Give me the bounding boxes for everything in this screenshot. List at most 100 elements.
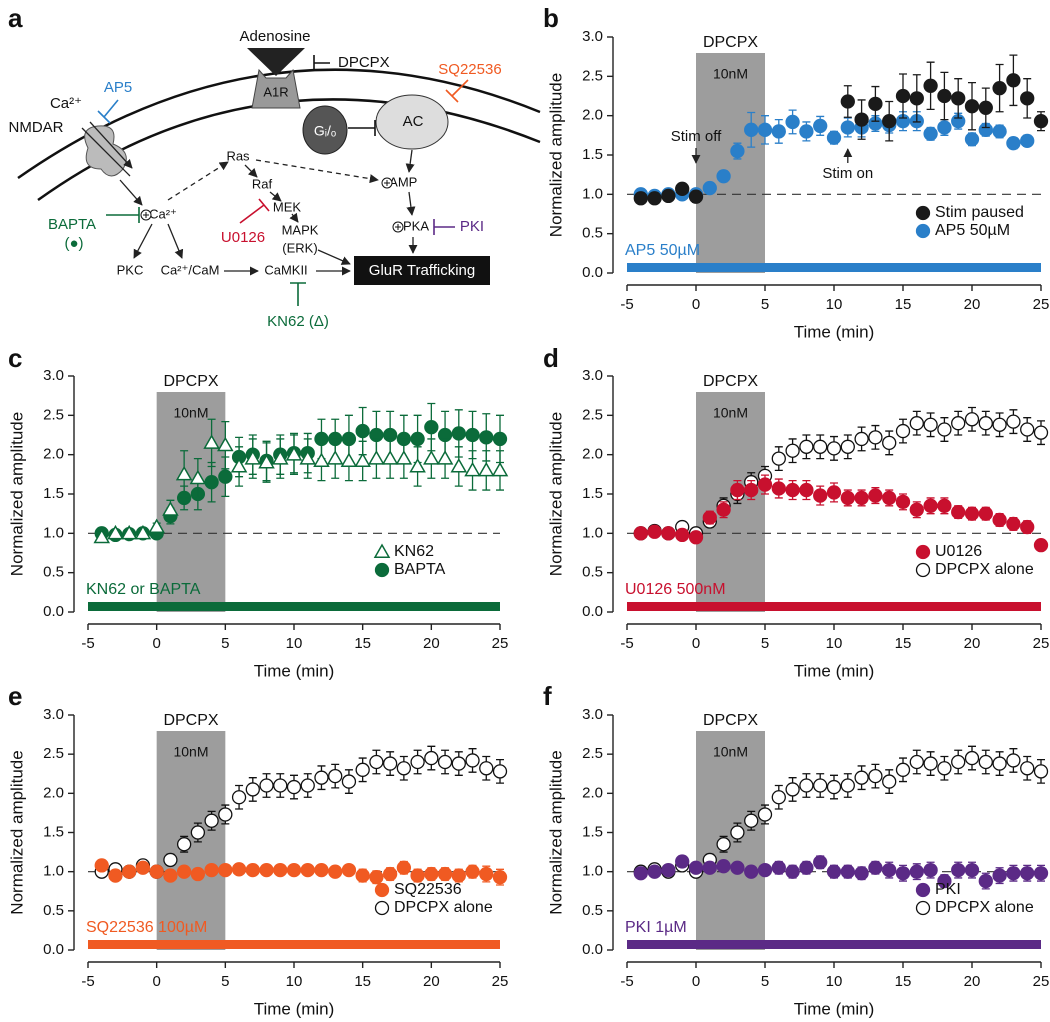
- y-axis-title: Normalized amplitude: [546, 750, 565, 914]
- legend-label: PKI: [935, 881, 961, 898]
- panel-label: c: [8, 343, 22, 373]
- marker: [354, 452, 371, 467]
- x-tick-label: 25: [1033, 296, 1050, 313]
- y-tick-label: 3.0: [43, 706, 64, 723]
- y-tick-label: 0.5: [43, 902, 64, 919]
- x-tick-label: 25: [492, 973, 509, 990]
- marker: [479, 430, 494, 445]
- marker: [395, 450, 413, 465]
- label: MEK: [273, 199, 302, 214]
- marker: [300, 862, 315, 878]
- marker: [410, 754, 425, 770]
- y-tick-label: 1.0: [582, 863, 603, 880]
- marker: [190, 825, 206, 840]
- y-tick-label: 3.0: [582, 367, 603, 384]
- shade-sublabel: 10nM: [713, 66, 748, 82]
- y-axis-title: Normalized amplitude: [546, 73, 565, 237]
- marker: [479, 866, 494, 882]
- legend-marker: [373, 543, 391, 558]
- marker: [882, 114, 897, 129]
- marker: [937, 422, 952, 437]
- marker: [868, 768, 883, 784]
- treatment-bar: [627, 940, 1041, 949]
- marker: [868, 430, 883, 445]
- marker: [771, 481, 786, 496]
- marker: [218, 807, 233, 822]
- marker: [744, 482, 759, 498]
- x-axis-title: Time (min): [794, 999, 875, 1018]
- marker: [730, 860, 745, 875]
- marker: [328, 864, 343, 879]
- shade-sublabel: 10nM: [173, 405, 208, 421]
- shade-label: DPCPX: [163, 712, 218, 729]
- treatment-bar: [627, 263, 1041, 272]
- legend-label: AP5 50µM: [935, 222, 1010, 239]
- marker: [285, 446, 303, 461]
- series: [633, 54, 1049, 206]
- y-tick-label: 1.0: [582, 185, 603, 202]
- marker: [992, 868, 1007, 883]
- x-tick-label: 25: [1033, 973, 1050, 990]
- marker: [1020, 91, 1035, 106]
- marker: [895, 88, 911, 104]
- marker: [369, 870, 384, 885]
- marker: [744, 864, 759, 879]
- x-tick-label: -5: [620, 296, 633, 313]
- annotation: Stim off: [671, 128, 722, 145]
- label: Ca²⁺: [149, 206, 177, 221]
- drug-window: [696, 731, 765, 950]
- x-tick-label: 15: [354, 973, 371, 990]
- label: Gᵢ/ₒ: [314, 123, 336, 139]
- legend-label: DPCPX alone: [935, 899, 1034, 916]
- marker: [785, 443, 800, 458]
- marker: [300, 778, 315, 793]
- marker: [259, 862, 274, 878]
- marker: [868, 488, 883, 503]
- shade-label: DPCPX: [163, 373, 218, 390]
- label: Ras: [226, 148, 250, 163]
- marker: [633, 866, 648, 881]
- label: KN62 (Δ): [267, 313, 329, 330]
- y-tick-label: 2.5: [582, 406, 603, 423]
- y-tick-label: 1.5: [582, 823, 603, 840]
- arrows: [119, 149, 418, 276]
- x-tick-label: 0: [692, 635, 700, 652]
- x-tick-label: 10: [826, 296, 843, 313]
- label: SQ22536: [438, 61, 501, 78]
- marker: [218, 469, 233, 484]
- marker: [120, 524, 138, 540]
- marker: [286, 862, 302, 878]
- marker: [964, 132, 980, 147]
- marker: [799, 860, 814, 875]
- x-tick-label: 5: [761, 973, 769, 990]
- x-tick-label: 10: [286, 973, 303, 990]
- legend-label: KN62: [394, 543, 434, 560]
- x-tick-label: 0: [152, 635, 160, 652]
- channel-line: [81, 127, 131, 177]
- marker: [785, 782, 800, 797]
- y-tick-label: 1.5: [43, 485, 64, 502]
- marker: [231, 862, 247, 877]
- marker: [355, 762, 370, 777]
- marker: [1006, 414, 1021, 429]
- marker: [730, 143, 745, 159]
- marker: [273, 862, 288, 878]
- treatment-label: KN62 or BAPTA: [86, 581, 201, 598]
- marker: [1020, 422, 1035, 437]
- marker: [491, 461, 509, 477]
- y-tick-label: 0.5: [582, 902, 603, 919]
- x-tick-label: -5: [620, 973, 633, 990]
- marker: [799, 439, 814, 454]
- y-tick-label: 3.0: [582, 28, 603, 45]
- marker: [813, 778, 828, 793]
- marker: [1033, 866, 1049, 881]
- x-tick-label: 15: [895, 296, 912, 313]
- marker: [107, 524, 124, 540]
- marker: [314, 770, 329, 785]
- marker: [1020, 761, 1035, 776]
- marker: [923, 78, 938, 93]
- marker: [341, 862, 357, 878]
- marker: [992, 417, 1007, 432]
- legend-marker: [915, 205, 931, 221]
